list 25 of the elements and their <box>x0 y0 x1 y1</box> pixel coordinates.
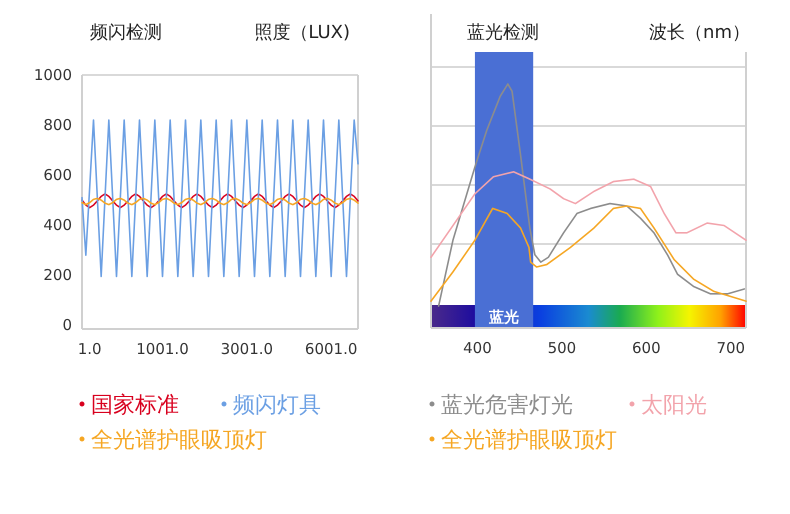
xtick: 1.0 <box>78 340 102 358</box>
xtick: 6001.0 <box>304 340 358 358</box>
xtick: 3001.0 <box>220 340 274 358</box>
xlabel: 波长（nm） <box>649 22 750 43</box>
xtick: 500 <box>548 339 576 357</box>
legend-item: 蓝光危害灯光 <box>430 393 573 418</box>
legend-item: 太阳光 <box>630 393 707 418</box>
ytick: 0 <box>62 316 72 334</box>
xtick: 400 <box>463 339 492 357</box>
legend-item: 全光谱护眼吸顶灯 <box>80 428 267 453</box>
ylabel: 照度（LUX) <box>254 22 350 43</box>
xtick: 600 <box>632 339 661 357</box>
ytick: 400 <box>43 216 72 234</box>
annotation: 蓝光 <box>489 308 520 326</box>
xtick: 700 <box>716 339 746 357</box>
ytick: 1000 <box>34 66 72 84</box>
ytick: 200 <box>43 266 72 284</box>
title: 蓝光检测 <box>467 22 539 43</box>
title: 频闪检测 <box>90 22 162 43</box>
legend-item: 全光谱护眼吸顶灯 <box>430 428 617 453</box>
legend-item: 频闪灯具 <box>222 393 321 418</box>
ytick: 600 <box>43 166 72 184</box>
legend-item: 国家标准 <box>80 393 179 418</box>
ytick: 800 <box>43 116 72 134</box>
xtick: 1001.0 <box>136 340 189 358</box>
